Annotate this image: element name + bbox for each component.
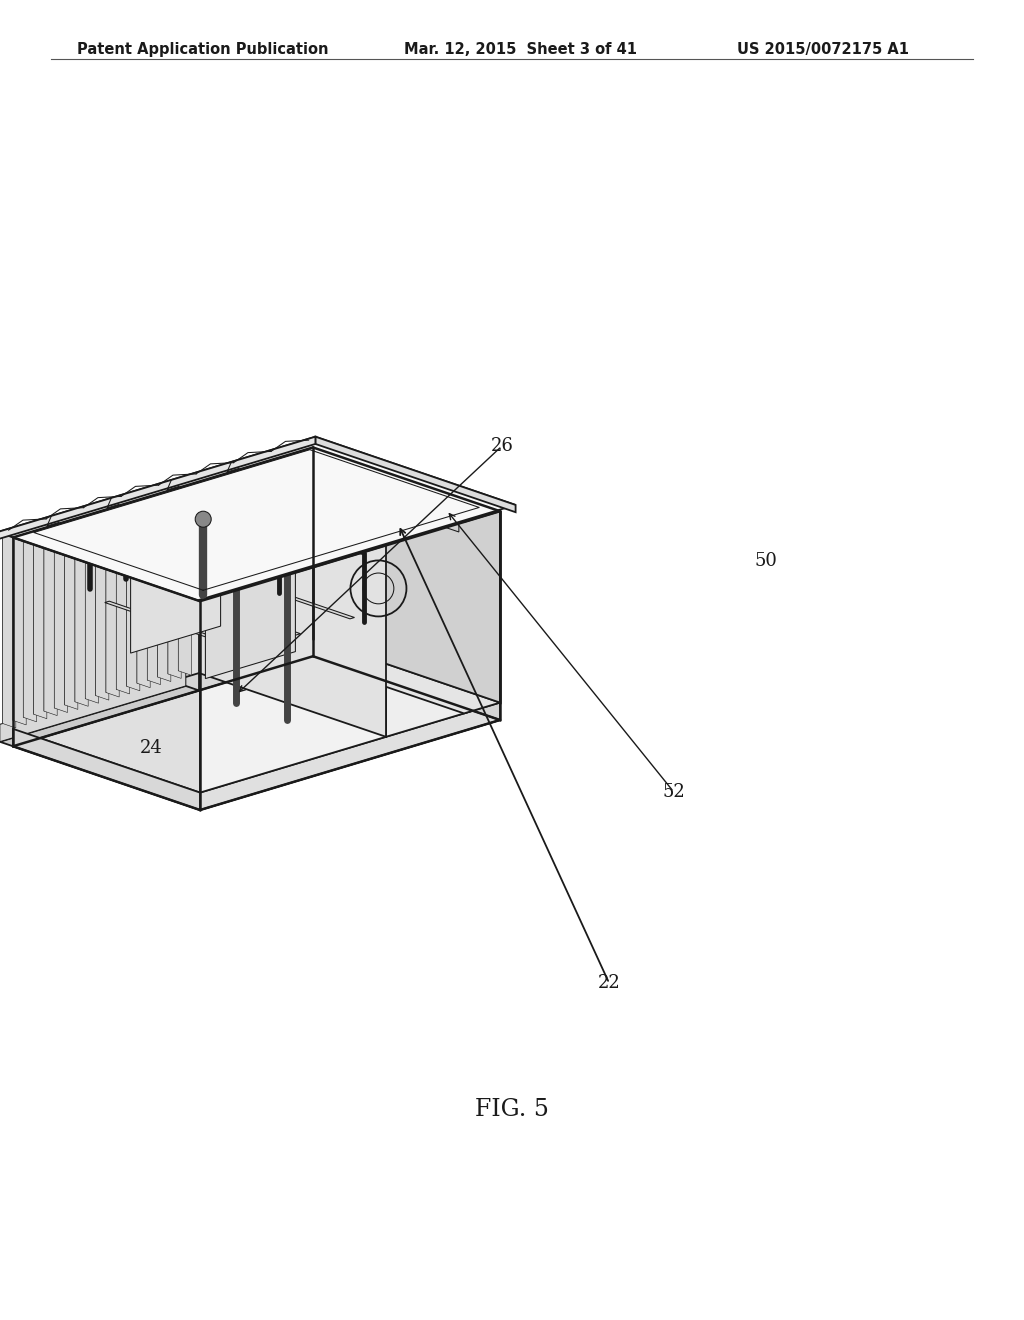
Text: 22: 22 [598,974,621,993]
Polygon shape [127,494,131,686]
Text: 26: 26 [490,437,513,455]
Polygon shape [13,482,386,601]
Polygon shape [95,504,109,700]
Polygon shape [54,516,68,713]
Polygon shape [290,451,487,517]
Polygon shape [158,484,162,677]
Text: 24: 24 [140,739,163,758]
Polygon shape [178,479,191,676]
Polygon shape [137,491,141,684]
Text: Patent Application Publication: Patent Application Publication [77,42,329,57]
Polygon shape [34,521,38,714]
Polygon shape [44,520,57,715]
Polygon shape [158,486,171,681]
Polygon shape [278,447,313,649]
Polygon shape [206,548,295,678]
Circle shape [230,465,243,478]
Polygon shape [34,523,47,718]
Polygon shape [278,639,500,713]
Polygon shape [65,513,78,709]
Polygon shape [313,447,500,702]
Polygon shape [131,521,220,653]
Polygon shape [313,639,500,719]
Polygon shape [0,437,516,601]
Polygon shape [95,503,100,696]
Polygon shape [0,668,185,742]
Polygon shape [44,519,48,711]
Polygon shape [0,686,199,746]
Circle shape [196,511,211,527]
Polygon shape [75,511,88,706]
Polygon shape [13,528,17,721]
Polygon shape [156,586,300,635]
Polygon shape [168,483,181,678]
Polygon shape [13,482,199,729]
Polygon shape [199,482,386,737]
Polygon shape [6,479,199,537]
Polygon shape [75,510,80,702]
Polygon shape [178,478,183,671]
Polygon shape [13,639,313,746]
Polygon shape [13,529,27,725]
Polygon shape [200,545,386,792]
Polygon shape [0,437,315,540]
Polygon shape [433,506,459,532]
Polygon shape [65,512,70,705]
Polygon shape [137,492,151,688]
Polygon shape [54,515,59,708]
Text: Mar. 12, 2015  Sheet 3 of 41: Mar. 12, 2015 Sheet 3 of 41 [404,42,638,57]
Polygon shape [315,437,516,512]
Polygon shape [3,532,15,729]
Text: US 2015/0072175 A1: US 2015/0072175 A1 [737,42,909,57]
Polygon shape [24,524,28,717]
Text: 50: 50 [755,552,777,570]
Polygon shape [85,507,98,704]
Polygon shape [24,525,37,722]
Polygon shape [3,531,7,723]
Polygon shape [127,495,140,690]
Polygon shape [117,496,121,689]
Text: FIG. 5: FIG. 5 [475,1098,549,1122]
Polygon shape [386,511,500,737]
Polygon shape [210,570,354,619]
Polygon shape [13,673,199,746]
Polygon shape [117,498,129,694]
Polygon shape [105,500,111,693]
Polygon shape [147,488,161,685]
Polygon shape [104,601,250,651]
Polygon shape [105,502,119,697]
Polygon shape [85,506,90,698]
Polygon shape [13,656,500,810]
Polygon shape [13,537,200,792]
Polygon shape [131,521,295,574]
Polygon shape [200,702,500,810]
Text: 52: 52 [663,783,685,801]
Polygon shape [168,480,173,675]
Polygon shape [13,729,200,810]
Polygon shape [278,447,500,521]
Polygon shape [147,487,152,680]
